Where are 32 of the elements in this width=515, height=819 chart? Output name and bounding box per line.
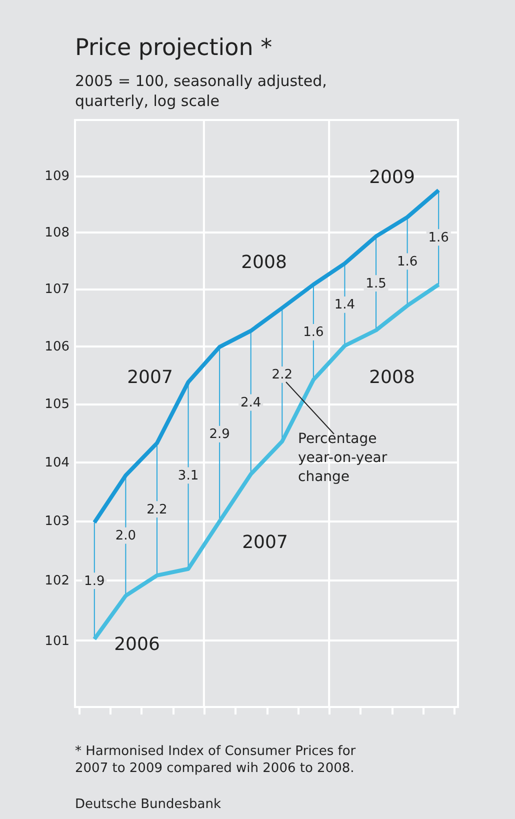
annotation: 1.5 — [366, 276, 386, 292]
y-tick-label: 104 — [44, 455, 70, 470]
annotation: 1.6 — [428, 230, 449, 246]
annotation: 1.6 — [396, 254, 418, 270]
annotation: 1.6 — [303, 325, 324, 340]
y-tick-label: 106 — [44, 339, 70, 354]
annotation: 1.9 — [84, 574, 105, 589]
chart-title: Price projection * — [75, 35, 272, 61]
y-tick-label: 108 — [44, 225, 70, 240]
annotation: 2007 — [127, 367, 173, 388]
y-tick-label: 105 — [44, 397, 70, 412]
chart-subtitle: 2005 = 100, seasonally adjusted, quarterly, log scale — [75, 72, 327, 110]
y-tick-label: 101 — [44, 634, 70, 649]
annotation: 2008 — [369, 367, 415, 388]
annotation: 3.1 — [178, 468, 199, 484]
text: * Harmonised Index of Consumer Prices for 2007 to 2009 compared wih 2006 to 2008. — [75, 744, 356, 776]
annotation: Percentage year-on-year change — [298, 431, 388, 485]
y-tick-label: 109 — [44, 169, 70, 184]
text: Deutsche Bundesbank — [75, 797, 222, 812]
annotation: 2.2 — [146, 502, 168, 518]
annotation: 2.2 — [272, 368, 292, 383]
annotation: 2.9 — [209, 427, 230, 442]
annotation: 2.4 — [240, 396, 262, 411]
annotation: 2008 — [241, 252, 287, 273]
annotation: 2009 — [369, 167, 415, 188]
y-tick-label: 102 — [44, 574, 70, 589]
annotation: 1.4 — [334, 298, 356, 313]
y-tick-label: 103 — [44, 514, 70, 530]
annotation: 2.0 — [115, 528, 136, 544]
y-tick-label: 107 — [44, 282, 70, 298]
annotation: 2007 — [242, 532, 288, 553]
annotation: 2006 — [114, 634, 160, 655]
